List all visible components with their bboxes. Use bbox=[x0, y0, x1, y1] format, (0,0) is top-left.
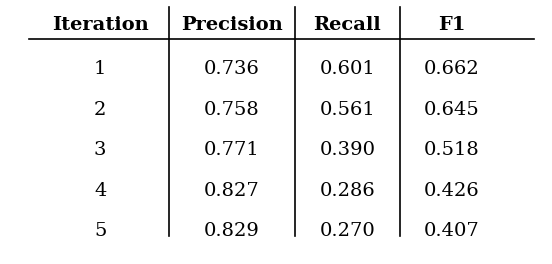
Text: Iteration: Iteration bbox=[52, 16, 148, 34]
Text: 0.758: 0.758 bbox=[204, 101, 260, 119]
Text: F1: F1 bbox=[438, 16, 465, 34]
Text: 4: 4 bbox=[94, 182, 107, 200]
Text: 0.601: 0.601 bbox=[320, 60, 375, 78]
Text: 0.270: 0.270 bbox=[320, 222, 375, 240]
Text: 5: 5 bbox=[94, 222, 107, 240]
Text: 0.662: 0.662 bbox=[424, 60, 480, 78]
Text: 3: 3 bbox=[94, 141, 107, 159]
Text: 1: 1 bbox=[94, 60, 107, 78]
Text: 0.829: 0.829 bbox=[204, 222, 260, 240]
Text: Recall: Recall bbox=[314, 16, 381, 34]
Text: 0.407: 0.407 bbox=[424, 222, 480, 240]
Text: 0.827: 0.827 bbox=[204, 182, 260, 200]
Text: 0.736: 0.736 bbox=[204, 60, 260, 78]
Text: 0.390: 0.390 bbox=[320, 141, 375, 159]
Text: 2: 2 bbox=[94, 101, 107, 119]
Text: 0.426: 0.426 bbox=[424, 182, 480, 200]
Text: 0.645: 0.645 bbox=[424, 101, 480, 119]
Text: 0.771: 0.771 bbox=[204, 141, 260, 159]
Text: Precision: Precision bbox=[181, 16, 283, 34]
Text: 0.561: 0.561 bbox=[320, 101, 375, 119]
Text: 0.518: 0.518 bbox=[424, 141, 480, 159]
Text: 0.286: 0.286 bbox=[320, 182, 375, 200]
